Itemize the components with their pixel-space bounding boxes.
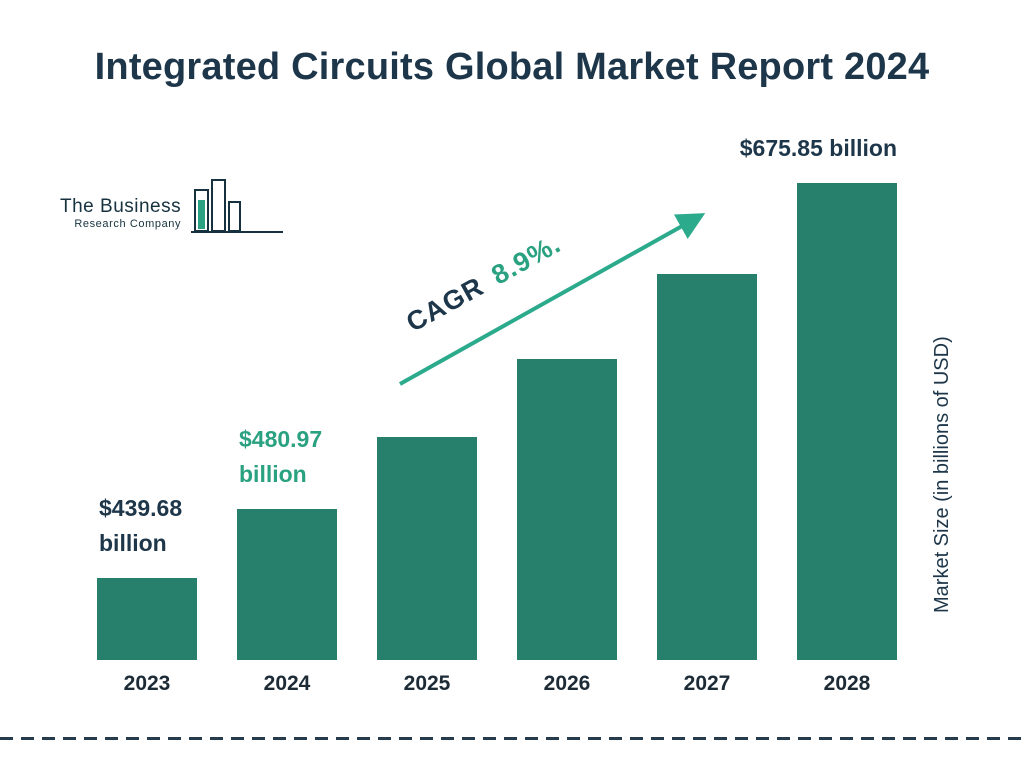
bar-column-2028: 2028 $675.85 billion	[740, 135, 897, 695]
cagr-trend-arrow	[399, 213, 706, 386]
logo-text: The Business Research Company	[60, 196, 181, 230]
x-axis-label-2023: 2023	[123, 672, 171, 695]
bar-2027	[657, 274, 757, 660]
bar-column-2024: 2024 $480.97 billion	[237, 426, 337, 695]
bar-column-2026: 2026	[517, 359, 617, 695]
bottom-dashed-line	[0, 737, 1024, 740]
bar-2026	[517, 359, 617, 660]
bar-2023	[97, 578, 197, 660]
logo-text-line1: The Business	[60, 196, 182, 217]
x-axis-label-2026: 2026	[543, 672, 591, 695]
bar-2024	[237, 509, 337, 660]
bar-2028	[797, 183, 897, 660]
logo: The Business Research Company	[60, 176, 284, 242]
x-axis-label-2024: 2024	[263, 672, 311, 695]
y-axis-label: Market Size (in billions of USD)	[931, 336, 953, 614]
bar-value-label-2028: $675.85 billion	[739, 135, 897, 162]
x-axis-label-2027: 2027	[683, 672, 731, 695]
x-axis-label-2025: 2025	[403, 672, 451, 695]
bar-2025	[377, 437, 477, 660]
logo-text-line2: Research Company	[74, 218, 182, 230]
bar-value-label-2024: $480.97 billion	[239, 425, 323, 488]
bar-column-2023: 2023 $439.68 billion	[97, 495, 197, 695]
bar-column-2025: 2025	[377, 437, 477, 695]
bar-chart: 2023 $439.68 billion 2024 $480.97 billion 2025…	[97, 135, 897, 695]
logo-bar-chart-icon	[191, 179, 284, 233]
bar-value-label-2023: $439.68 billion	[99, 494, 183, 557]
x-axis-label-2028: 2028	[823, 672, 871, 695]
bar-column-2027: 2027	[657, 274, 757, 695]
page-title: Integrated Circuits Global Market Report…	[94, 46, 930, 88]
